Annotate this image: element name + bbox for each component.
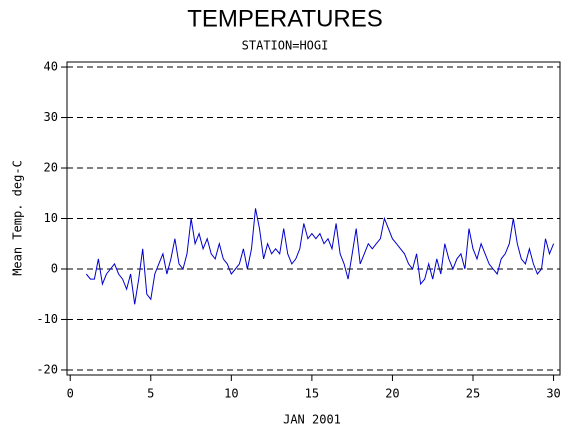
chart-title: TEMPERATURES — [187, 5, 383, 32]
x-tick-label: 25 — [466, 387, 480, 401]
x-tick-label: 0 — [67, 387, 74, 401]
y-tick-label: 10 — [44, 211, 58, 225]
y-tick-label: -20 — [36, 362, 58, 376]
x-tick-label: 5 — [147, 387, 154, 401]
x-axis-label: JAN 2001 — [283, 413, 341, 427]
x-tick-label: 20 — [385, 387, 399, 401]
y-tick-label: 20 — [44, 161, 58, 175]
x-tick-label: 15 — [305, 387, 319, 401]
x-tick-label: 30 — [546, 387, 560, 401]
y-axis-label: Mean Temp. deg-C — [11, 160, 25, 276]
y-tick-label: 30 — [44, 110, 58, 124]
x-tick-label: 10 — [224, 387, 238, 401]
data-line — [85, 208, 555, 305]
y-tick-label: 40 — [44, 60, 58, 74]
y-tick-label: -10 — [36, 312, 58, 326]
y-tick-label: 0 — [51, 261, 58, 275]
chart-subtitle: STATION=HOGI — [242, 39, 329, 53]
